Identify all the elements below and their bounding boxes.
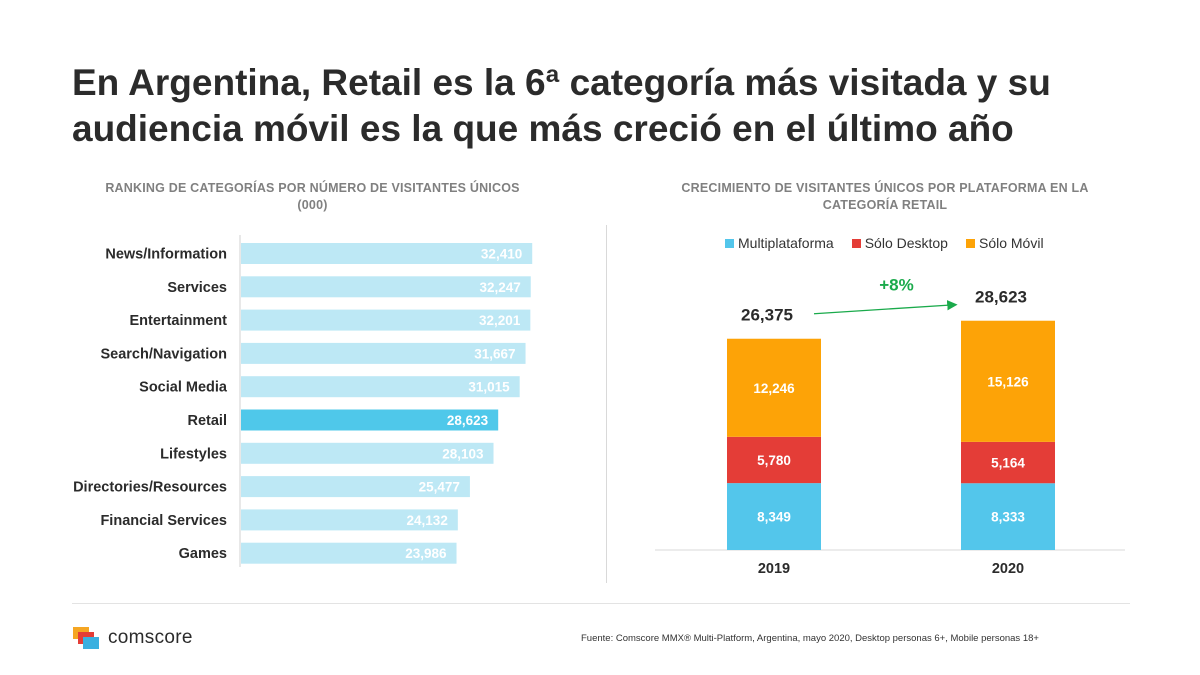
bar-lifestyles <box>241 442 494 464</box>
legend-item-solo-desktop: Sólo Desktop <box>851 234 948 252</box>
growth-stacked-bar-chart: 8,349 5,780 12,246 26,375 2019 8,333 5,164 15,1… <box>655 276 1125 577</box>
ranking-chart-title: RANKING DE CATEGORÍAS POR NÚMERO DE VISI… <box>75 180 550 214</box>
bar-directories-resources <box>241 476 470 498</box>
legend-label-multiplataforma: Multiplataforma <box>738 235 834 251</box>
bar-search-navigation <box>241 342 526 364</box>
comscore-logo-text: comscore <box>108 627 193 648</box>
growth-chart-title: CRECIMIENTO DE VISITANTES ÚNICOS POR PLA… <box>650 180 1120 214</box>
category-label-games: Games <box>179 546 227 562</box>
bar-retail <box>241 409 499 431</box>
value-label-financial-services: 24,132 <box>407 513 448 528</box>
category-label-financial-services: Financial Services <box>100 513 227 529</box>
chart-divider <box>606 225 607 583</box>
legend-item-solo-movil: Sólo Móvil <box>965 234 1044 252</box>
category-label-search-navigation: Search/Navigation <box>100 346 227 362</box>
segment-solo-desktop-2019 <box>727 436 821 484</box>
year-label-2019: 2019 <box>758 561 790 577</box>
segment-label-solo-movil-2020: 15,126 <box>987 374 1029 389</box>
value-label-retail: 28,623 <box>447 413 489 428</box>
comscore-logo-icon <box>73 627 99 649</box>
legend-label-solo-movil: Sólo Móvil <box>978 235 1044 251</box>
ranking-chart-title-line-2: (000) <box>297 198 328 212</box>
category-label-social-media: Social Media <box>139 380 228 396</box>
segment-label-multiplataforma-2020: 8,333 <box>991 510 1025 525</box>
growth-chart-title-line-2: CATEGORÍA RETAIL <box>822 198 948 212</box>
value-label-directories-resources: 25,477 <box>419 480 460 495</box>
growth-chart-title-line-1: CRECIMIENTO DE VISITANTES ÚNICOS POR PLA… <box>681 181 1089 195</box>
bar-news-information <box>241 243 533 264</box>
source-note: Fuente: Comscore MMX® Multi-Platform, Ar… <box>581 633 1039 644</box>
total-label-2020: 28,623 <box>975 288 1027 307</box>
segment-label-solo-desktop-2019: 5,780 <box>757 453 791 468</box>
value-label-news-information: 32,410 <box>481 247 522 262</box>
segment-multiplataforma-2019 <box>727 483 821 550</box>
ranking-chart-title-line-1: RANKING DE CATEGORÍAS POR NÚMERO DE VISI… <box>105 181 520 195</box>
growth-percentage: +8% <box>879 276 914 295</box>
category-label-lifestyles: Lifestyles <box>160 446 227 462</box>
value-label-search-navigation: 31,667 <box>474 346 515 361</box>
category-label-retail: Retail <box>188 413 228 429</box>
category-label-entertainment: Entertainment <box>130 313 228 329</box>
bar-financial-services <box>241 509 458 531</box>
bar-services <box>241 276 531 298</box>
value-label-social-media: 31,015 <box>468 380 510 395</box>
value-label-lifestyles: 28,103 <box>442 446 484 461</box>
value-label-services: 32,247 <box>479 280 520 295</box>
category-label-services: Services <box>167 280 227 296</box>
comscore-logo: comscore <box>73 627 193 649</box>
segment-solo-movil-2019 <box>727 338 821 437</box>
segment-label-solo-desktop-2020: 5,164 <box>991 456 1025 471</box>
legend-swatch-multiplataforma <box>725 238 734 248</box>
category-label-news-information: News/Information <box>105 247 227 263</box>
bar-entertainment <box>241 309 531 331</box>
growth-chart-legend: Multiplataforma Sólo Desktop Sólo Móvil <box>725 234 1044 252</box>
year-label-2020: 2020 <box>992 561 1024 577</box>
segment-label-solo-movil-2019: 12,246 <box>753 381 795 396</box>
category-label-directories-resources: Directories/Resources <box>73 480 227 496</box>
segment-label-multiplataforma-2019: 8,349 <box>757 510 791 525</box>
segment-solo-movil-2020 <box>961 320 1055 442</box>
value-label-entertainment: 32,201 <box>479 313 521 328</box>
slide-title: En Argentina, Retail es la 6ª categoría … <box>72 62 1051 149</box>
growth-arrow <box>813 300 958 315</box>
bar-social-media <box>241 376 520 398</box>
footer-divider <box>72 603 1130 604</box>
legend-label-solo-desktop: Sólo Desktop <box>864 235 948 251</box>
ranking-bar-chart: News/Information 32,410 Services 32,247 Ente… <box>73 235 533 567</box>
legend-item-multiplataforma: Multiplataforma <box>725 234 834 252</box>
bar-games <box>241 542 457 564</box>
legend-swatch-solo-movil <box>965 238 975 248</box>
value-label-games: 23,986 <box>405 546 447 561</box>
total-label-2019: 26,375 <box>741 306 793 325</box>
legend-swatch-solo-desktop <box>851 238 861 248</box>
segment-multiplataforma-2020 <box>961 483 1055 550</box>
segment-solo-desktop-2020 <box>961 441 1055 484</box>
